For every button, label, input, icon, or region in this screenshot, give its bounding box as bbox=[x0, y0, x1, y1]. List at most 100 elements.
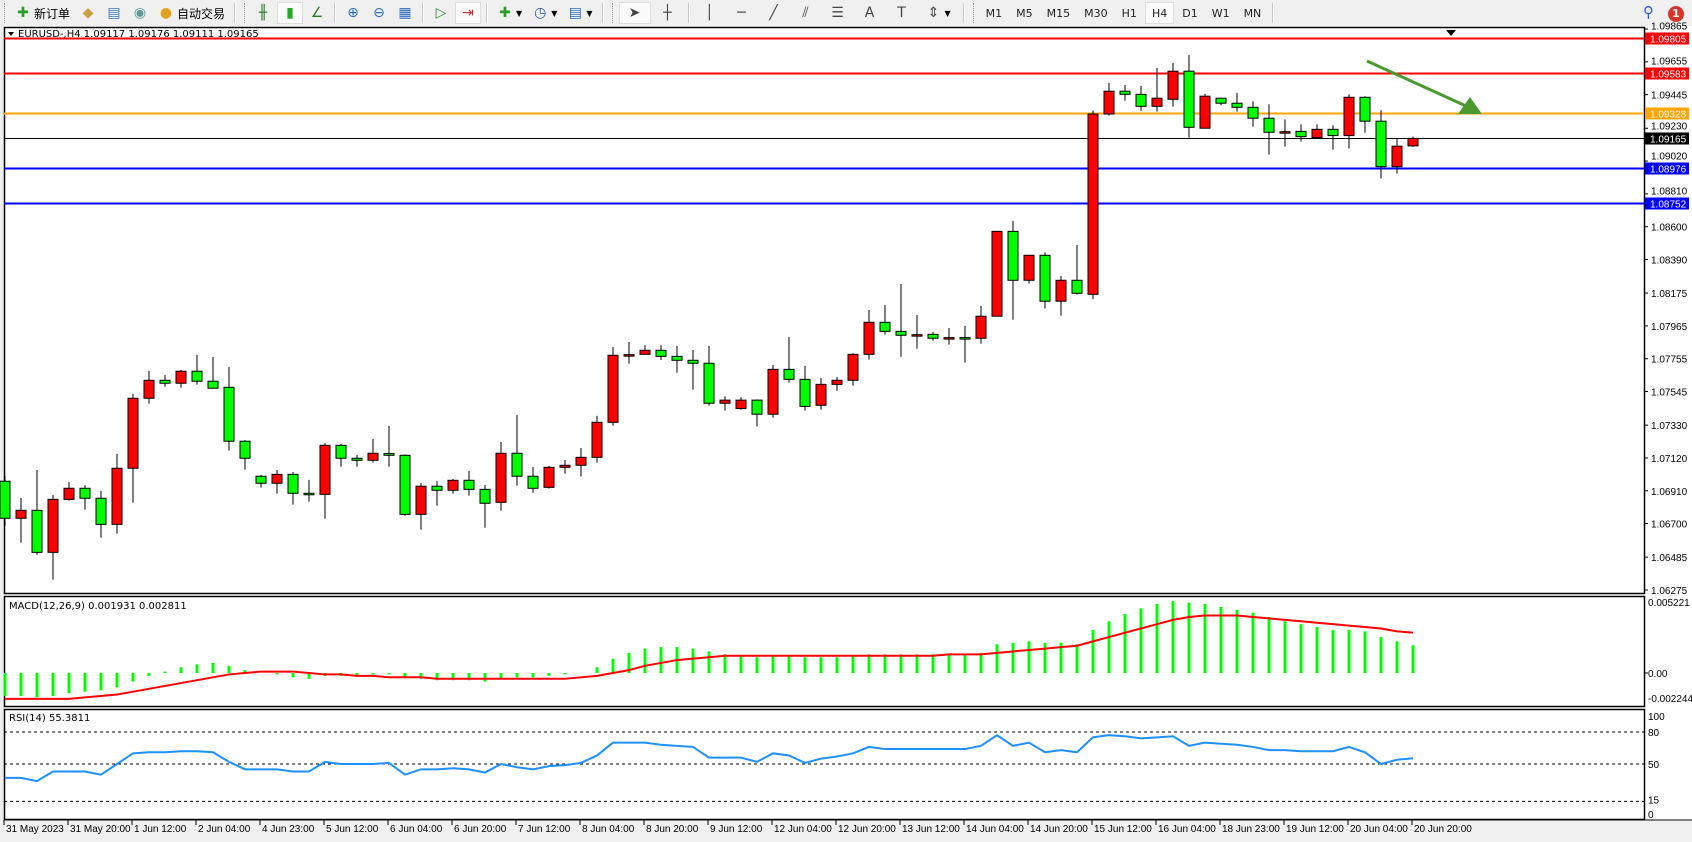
zoom-in-button[interactable]: ⊕ bbox=[341, 2, 365, 24]
arrows-tool[interactable]: ⇕ ▼ bbox=[919, 2, 958, 24]
date-tick-label: 20 Jun 20:00 bbox=[1414, 824, 1472, 835]
crosshair-tool[interactable]: ┼ bbox=[653, 2, 683, 24]
timeframe-mn[interactable]: MN bbox=[1243, 6, 1262, 20]
candle bbox=[303, 479, 315, 502]
collapse-triangle-icon[interactable] bbox=[8, 32, 14, 36]
dropdown-arrow-icon[interactable]: ▼ bbox=[551, 8, 558, 18]
candle-body bbox=[655, 349, 667, 357]
notifications-button[interactable]: 1 bbox=[1668, 2, 1684, 22]
navigator-button[interactable]: ◉ bbox=[128, 2, 152, 24]
dropdown-arrow-icon[interactable]: ▼ bbox=[944, 8, 951, 18]
macd-pane[interactable] bbox=[3, 595, 1646, 708]
candle bbox=[1295, 124, 1307, 142]
candle bbox=[527, 467, 539, 493]
toolbar-grip[interactable] bbox=[611, 3, 616, 23]
candle bbox=[207, 357, 219, 389]
chart-shift-button[interactable]: ⇥ bbox=[455, 2, 482, 24]
candle-body bbox=[719, 399, 731, 404]
dropdown-arrow-icon[interactable]: ▼ bbox=[516, 8, 523, 18]
timeframe-m15[interactable]: M15 bbox=[1046, 6, 1071, 20]
candle-body bbox=[1103, 90, 1115, 115]
zoom-out-button[interactable]: ⊖ bbox=[367, 2, 391, 24]
candle bbox=[895, 284, 907, 357]
dropdown-arrow-icon[interactable]: ▼ bbox=[586, 8, 593, 18]
rsi-title: RSI(14) 55.3811 bbox=[9, 713, 90, 724]
templates-icon: ▤ bbox=[568, 5, 582, 21]
timeframe-m30[interactable]: M30 bbox=[1084, 6, 1108, 20]
candle bbox=[1311, 124, 1323, 139]
price-tick-label: 1.09020 bbox=[1651, 152, 1688, 163]
price-line-label: 1.09583 bbox=[1650, 70, 1687, 81]
date-tick-label: 6 Jun 20:00 bbox=[454, 824, 507, 835]
toolbar-grip[interactable] bbox=[972, 3, 977, 23]
timeframe-d1[interactable]: D1 bbox=[1182, 6, 1198, 20]
vertical-line-tool[interactable]: │ bbox=[695, 2, 725, 24]
rsi-pane[interactable] bbox=[3, 708, 1646, 821]
candle-body bbox=[1215, 97, 1227, 104]
new-order-button[interactable]: ✚ 新订单 bbox=[11, 2, 74, 24]
price-tick-label: 1.07755 bbox=[1651, 355, 1688, 366]
search-icon[interactable]: ⚲ bbox=[1643, 3, 1654, 21]
candle bbox=[1103, 82, 1115, 116]
date-tick-label: 31 May 2023 bbox=[6, 824, 64, 835]
price-tick-label: 1.07330 bbox=[1651, 421, 1688, 432]
chart-shift-marker-icon[interactable] bbox=[1446, 30, 1456, 36]
timeframe-m1[interactable]: M1 bbox=[985, 6, 1003, 20]
candle-body bbox=[351, 457, 363, 461]
toolbar-grip[interactable] bbox=[244, 3, 248, 23]
candle bbox=[991, 230, 1003, 317]
data-window-button[interactable]: ▤ bbox=[102, 2, 126, 24]
toolbar-grip[interactable] bbox=[4, 3, 8, 23]
bar-chart-button[interactable]: ╫ bbox=[251, 2, 275, 24]
candle-body bbox=[319, 444, 331, 495]
text-icon: A bbox=[864, 5, 875, 21]
text-label-tool[interactable]: T bbox=[887, 2, 917, 24]
fibonacci-tool[interactable]: ☰ bbox=[823, 2, 853, 24]
candle-body bbox=[15, 509, 27, 519]
status-strip bbox=[0, 821, 1692, 842]
candle bbox=[815, 377, 827, 410]
trendline-tool[interactable]: ╱ bbox=[759, 2, 789, 24]
line-chart-button[interactable]: ∠ bbox=[305, 2, 329, 24]
candle-body bbox=[79, 487, 91, 499]
market-watch-button[interactable]: ◆ bbox=[76, 2, 100, 24]
chart-shift-icon: ⇥ bbox=[462, 5, 474, 21]
horizontal-line-tool[interactable]: ─ bbox=[727, 2, 757, 24]
macd-tick-label: 0.00 bbox=[1648, 669, 1668, 680]
candle bbox=[415, 482, 427, 530]
candle-body bbox=[207, 380, 219, 389]
candlestick-button[interactable]: ▮ bbox=[277, 2, 304, 24]
timeframe-h4[interactable]: H4 bbox=[1144, 2, 1175, 24]
auto-scroll-button[interactable]: ▷ bbox=[429, 2, 453, 24]
timeframe-w1[interactable]: W1 bbox=[1211, 6, 1230, 20]
indicators-button[interactable]: ✚ ▼ bbox=[493, 2, 526, 24]
date-tick-label: 19 Jun 12:00 bbox=[1286, 824, 1344, 835]
candle bbox=[479, 484, 491, 528]
price-tick-label: 1.09655 bbox=[1651, 57, 1688, 68]
trend-arrow[interactable] bbox=[1366, 59, 1467, 108]
rsi-tick-label: 15 bbox=[1648, 795, 1660, 806]
date-tick-label: 4 Jun 23:00 bbox=[262, 824, 315, 835]
periods-button[interactable]: ◷ ▼ bbox=[528, 2, 561, 24]
candle bbox=[1343, 94, 1355, 149]
auto-trading-button[interactable]: ● 自动交易 bbox=[154, 2, 229, 24]
divider bbox=[1272, 3, 1275, 23]
tile-windows-button[interactable]: ▦ bbox=[393, 2, 417, 24]
main-pane[interactable] bbox=[3, 26, 1646, 595]
candle bbox=[159, 374, 171, 387]
rsi-tick-label: 100 bbox=[1648, 712, 1665, 723]
timeframe-m5[interactable]: M5 bbox=[1016, 6, 1033, 20]
cursor-tool[interactable]: ➤ bbox=[618, 2, 651, 24]
candle-body bbox=[799, 378, 811, 407]
timeframe-h1[interactable]: H1 bbox=[1121, 6, 1137, 20]
button-label: 自动交易 bbox=[177, 6, 226, 21]
candle-body bbox=[399, 454, 411, 515]
price-tick-label: 1.07120 bbox=[1651, 454, 1688, 465]
text-tool[interactable]: A bbox=[855, 2, 885, 24]
candle bbox=[1327, 125, 1339, 150]
price-line-label-bg bbox=[1645, 162, 1689, 175]
equidistant-channel-tool[interactable]: ⫽ bbox=[791, 2, 821, 24]
templates-button[interactable]: ▤ ▼ bbox=[563, 2, 596, 24]
candle bbox=[79, 484, 91, 510]
